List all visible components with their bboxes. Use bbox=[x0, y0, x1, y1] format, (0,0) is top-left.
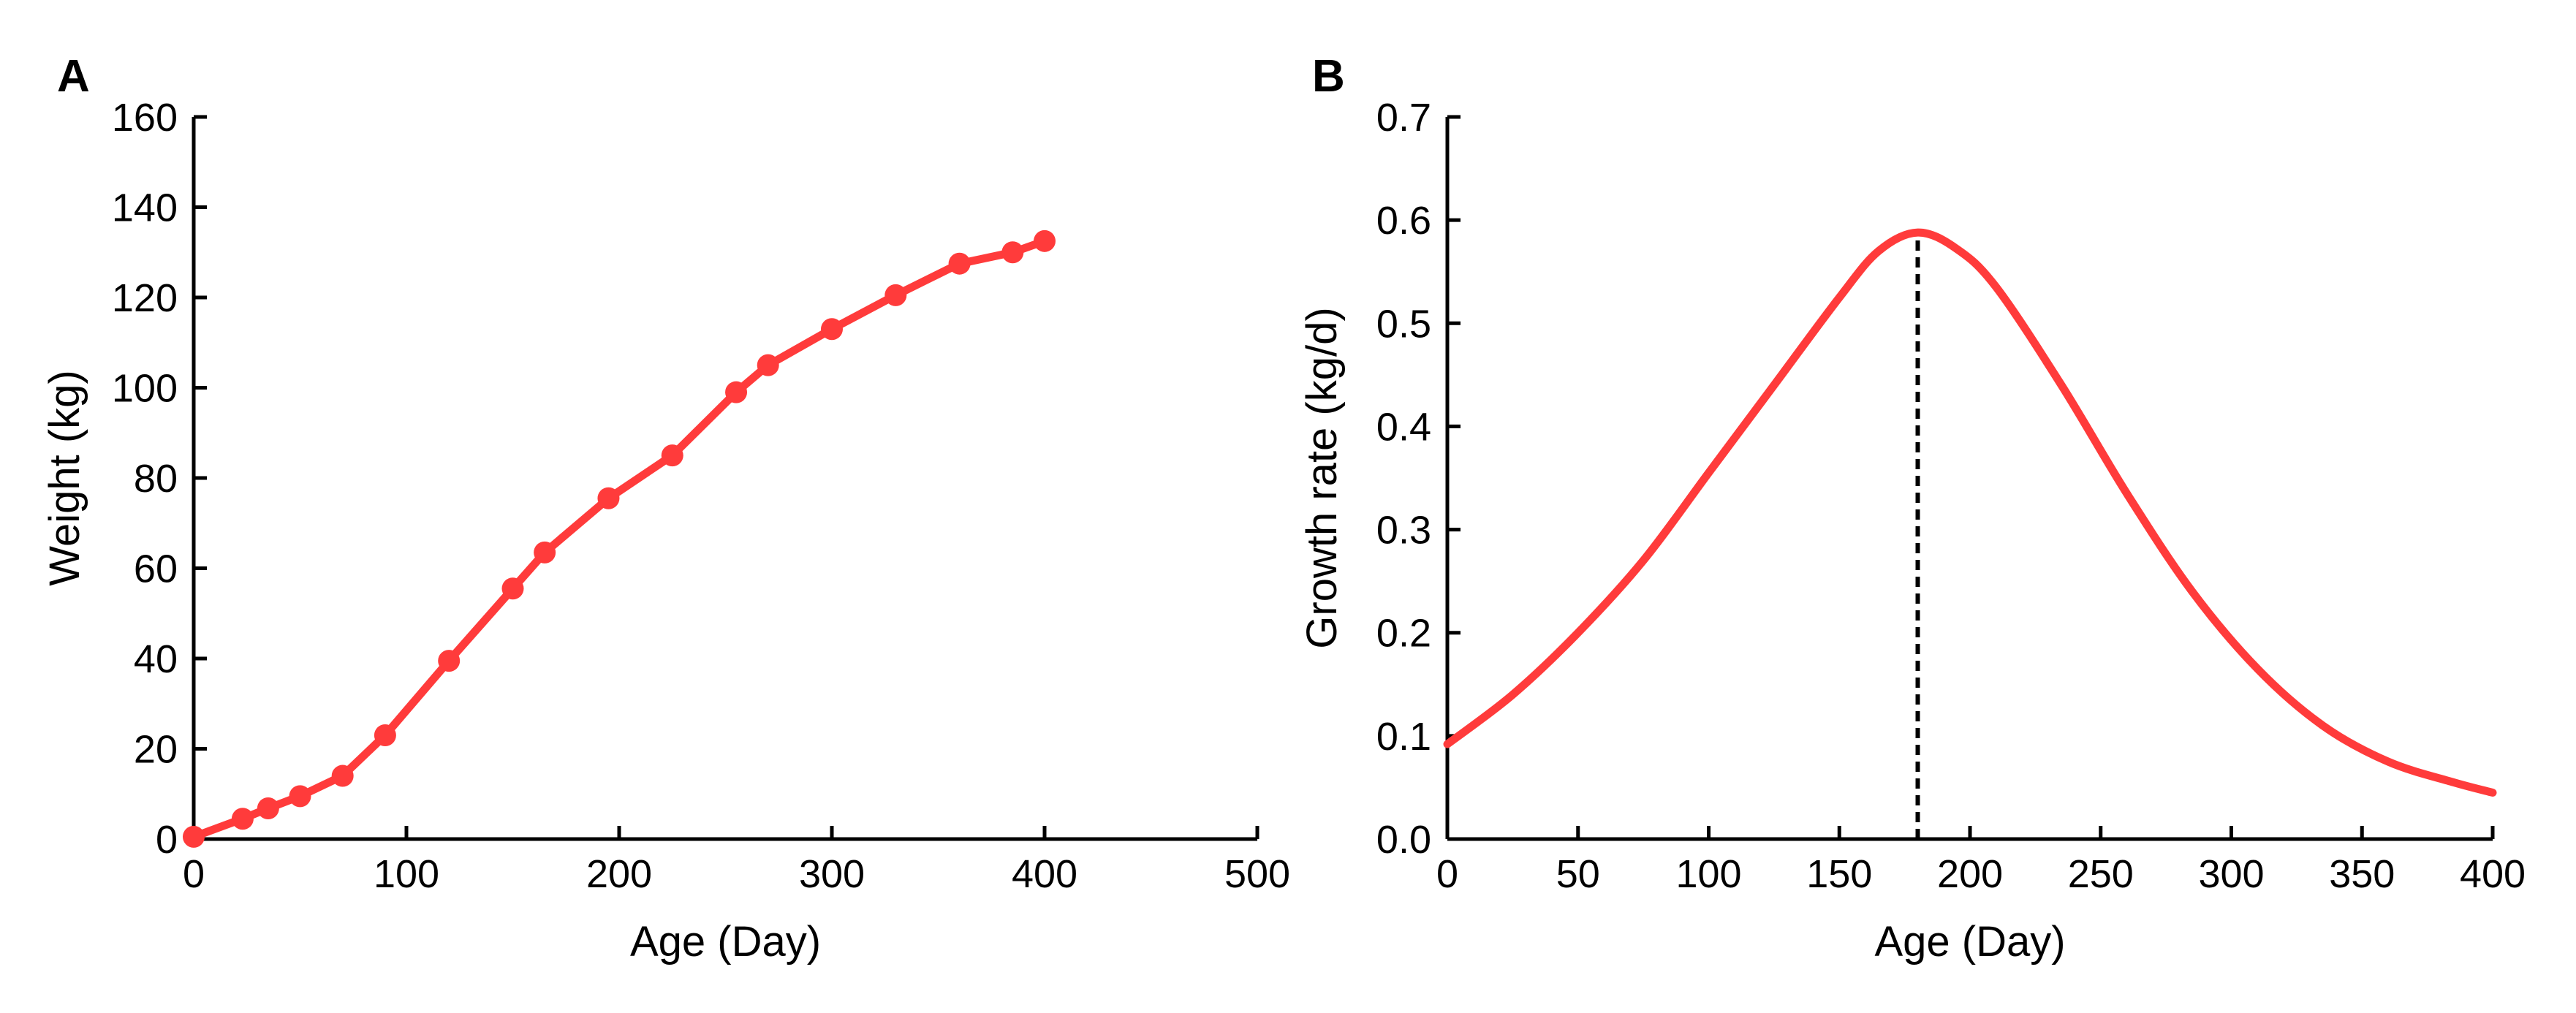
panel-a-x-tick-label: 0 bbox=[183, 852, 205, 896]
panel-a-y-tick-label: 140 bbox=[112, 186, 178, 230]
panel-a-data-point bbox=[231, 808, 254, 830]
panel-a-data-point bbox=[725, 381, 748, 403]
panel-a-data-point bbox=[597, 487, 620, 509]
panel-b-y-tick-label: 0.6 bbox=[1376, 199, 1431, 243]
panel-b-series-line bbox=[1443, 228, 2497, 797]
panel-b-x-tick-label: 0 bbox=[1436, 852, 1458, 896]
panel-a-data-point bbox=[501, 577, 524, 600]
panel-a-y-tick-label: 0 bbox=[156, 818, 178, 862]
panel-b-y-tick-label: 0.4 bbox=[1376, 405, 1431, 449]
panel-a-y-tick-label: 100 bbox=[112, 367, 178, 411]
panel-a-x-tick-label: 300 bbox=[799, 852, 865, 896]
panel-b-x-tick-label: 200 bbox=[1937, 852, 2003, 896]
panel-a-y-tick-label: 60 bbox=[134, 547, 178, 591]
panel-a-y-tick-label: 160 bbox=[112, 96, 178, 140]
panel-a-data-point bbox=[438, 650, 461, 672]
panel-b-y-tick-label: 0.2 bbox=[1376, 612, 1431, 656]
panel-a-data-point bbox=[757, 354, 779, 376]
panel-a-series-line bbox=[189, 237, 1049, 841]
panel-a-data-point bbox=[183, 825, 205, 848]
panel-b-y-tick-label: 0.3 bbox=[1376, 509, 1431, 553]
panel-a-data-point bbox=[257, 797, 279, 820]
panel-a-x-tick-label: 500 bbox=[1224, 852, 1290, 896]
panel-a-data-point bbox=[289, 785, 311, 808]
panel-a-data-point bbox=[374, 724, 396, 746]
panel-b-x-tick-label: 100 bbox=[1675, 852, 1741, 896]
panel-b-y-axis-title: Growth rate (kg/d) bbox=[1298, 307, 1346, 648]
panel-b-label: B bbox=[1312, 51, 1345, 102]
panel-a-label: A bbox=[57, 51, 90, 102]
panel-a-x-tick-label: 100 bbox=[374, 852, 439, 896]
panel-b-y-tick-label: 0.0 bbox=[1376, 818, 1431, 862]
panel-a-data-point bbox=[884, 284, 907, 306]
panel-a-y-tick-label: 120 bbox=[112, 276, 178, 320]
panel-a-data-point bbox=[1001, 241, 1024, 264]
panel-a-y-tick-label: 40 bbox=[134, 637, 178, 681]
panel-a-x-tick-label: 200 bbox=[586, 852, 652, 896]
panel-a-y-tick-label: 80 bbox=[134, 457, 178, 501]
panel-b-y-tick-label: 0.5 bbox=[1376, 302, 1431, 346]
panel-a-data-point bbox=[661, 444, 683, 467]
panel-a-chart: A 0 100 200 300 400 500 0 20 40 60 80 100 120 140 160 Ag… bbox=[41, 51, 1290, 965]
panel-a-data-point bbox=[534, 541, 556, 564]
panel-b-x-tick-label: 250 bbox=[2068, 852, 2134, 896]
panel-b-x-tick-label: 150 bbox=[1806, 852, 1872, 896]
panel-b-x-tick-label: 300 bbox=[2198, 852, 2264, 896]
panel-b-x-axis-title: Age (Day) bbox=[1874, 918, 2065, 965]
panel-a-data-point bbox=[948, 252, 971, 275]
panel-b-x-tick-label: 350 bbox=[2329, 852, 2395, 896]
panel-a-data-point bbox=[1034, 229, 1056, 252]
panel-a-y-tick-label: 20 bbox=[134, 728, 178, 772]
panel-a-data-point bbox=[331, 765, 354, 787]
panel-b-y-tick-label: 0.7 bbox=[1376, 96, 1431, 140]
panel-a-y-axis-title: Weight (kg) bbox=[41, 370, 88, 585]
panel-b-x-tick-label: 50 bbox=[1556, 852, 1600, 896]
panel-b-y-tick-label: 0.1 bbox=[1376, 715, 1431, 759]
panel-a-x-tick-label: 400 bbox=[1012, 852, 1077, 896]
panel-a-x-axis-title: Age (Day) bbox=[630, 918, 821, 965]
panel-b-chart: B 0 50 100 150 200 250 300 350 400 0.0 0.1 0.2 0.3 0.4… bbox=[1298, 51, 2526, 965]
panel-b-x-tick-label: 400 bbox=[2460, 852, 2526, 896]
panel-a-data-point bbox=[821, 318, 843, 341]
